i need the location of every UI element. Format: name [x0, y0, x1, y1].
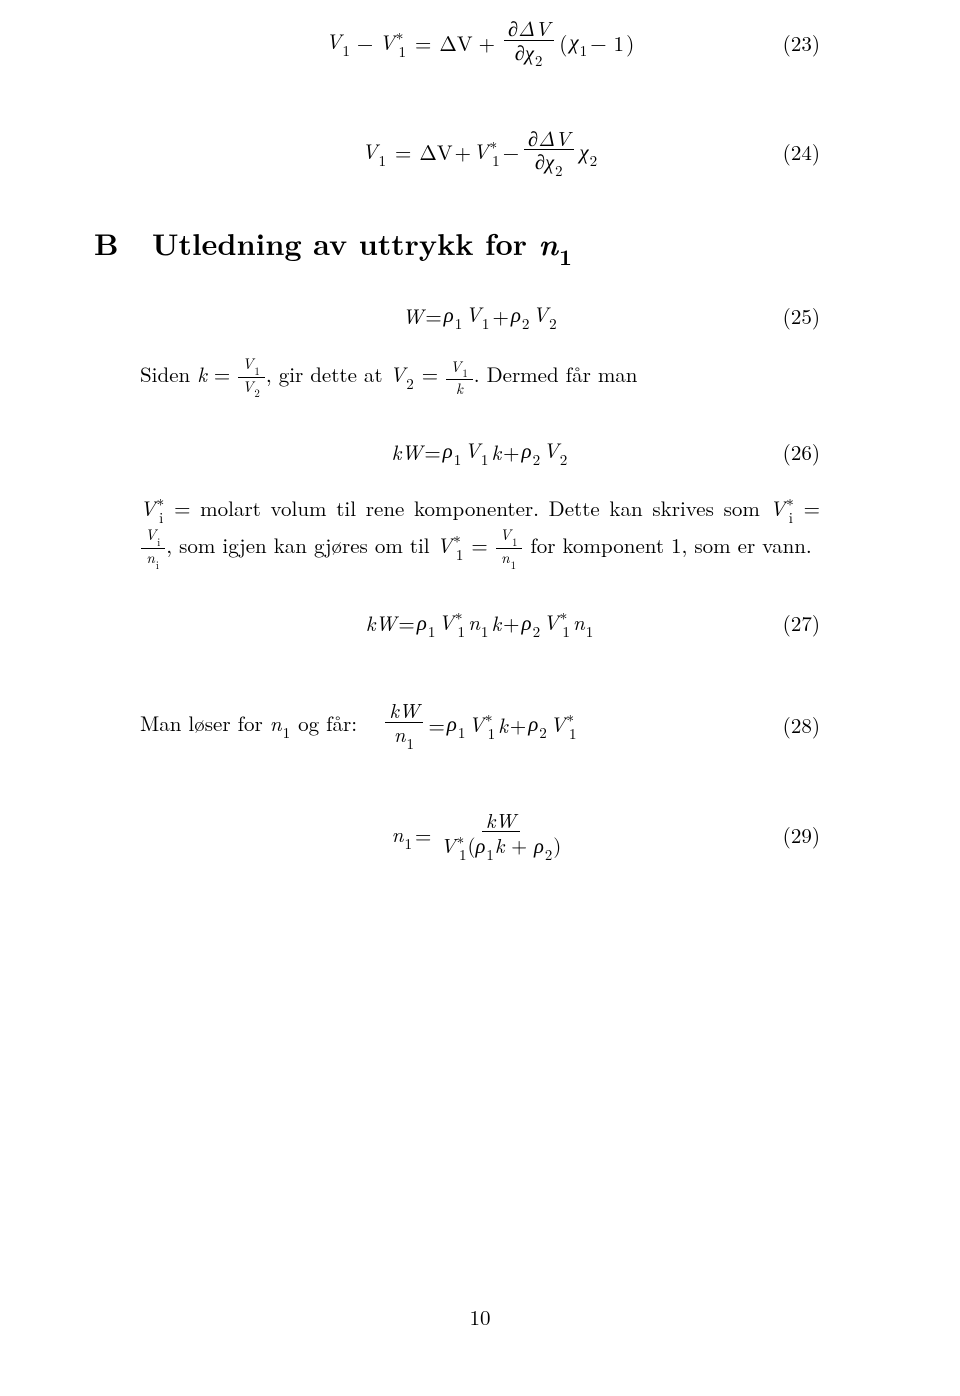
- inline-fraction: V1V2: [238, 356, 265, 399]
- equation-29-body: n1 = kW V∗1(ρ1k + ρ2): [392, 810, 569, 861]
- paragraph-molar-volume: V∗i = molart volum til rene komponenter.…: [140, 492, 820, 570]
- equation-28: kW n1 = ρ1 V∗1 k + ρ2 V∗1 (28): [140, 700, 820, 750]
- inline-fraction: V1n1: [496, 527, 523, 570]
- equation-number: (28): [783, 710, 820, 740]
- fraction: kW V∗1(ρ1k + ρ2): [436, 810, 565, 861]
- equation-26: kW = ρ1 V1 k + ρ2 V2 (26): [140, 435, 820, 468]
- equation-number: (29): [783, 820, 820, 850]
- section-heading: B Utledning av uttrykk for n1: [94, 221, 820, 269]
- equation-28-row: Man løser for n1 og får: kW n1 = ρ1 V∗1 …: [140, 700, 820, 750]
- fraction: ∂ΔV ∂χ2: [504, 18, 554, 68]
- equation-number: (25): [783, 301, 820, 331]
- equation-23: V1 − V∗1 = ΔV + ∂ΔV ∂χ2 ( χ1 − 1 ) (23): [140, 18, 820, 68]
- equation-number: (24): [783, 137, 820, 167]
- equation-25: W = ρ1 V1 + ρ2 V2 (25): [140, 299, 820, 332]
- equation-28-body: kW n1 = ρ1 V∗1 k + ρ2 V∗1: [382, 700, 577, 750]
- equation-27: kW = ρ1 V∗1 n1 k + ρ2 V∗1 n1 (27): [140, 606, 820, 640]
- section-label: B: [94, 221, 128, 264]
- fraction: ∂ΔV ∂χ2: [524, 128, 574, 178]
- equation-29: n1 = kW V∗1(ρ1k + ρ2) (29): [140, 810, 820, 861]
- equation-23-body: V1 − V∗1 = ΔV + ∂ΔV ∂χ2 ( χ1 − 1 ): [326, 18, 634, 68]
- equation-27-body: kW = ρ1 V∗1 n1 k + ρ2 V∗1 n1: [366, 606, 595, 640]
- inline-fraction: V1k: [446, 359, 473, 397]
- section-title: Utledning av uttrykk for n1: [152, 221, 573, 269]
- equation-25-body: W = ρ1 V1 + ρ2 V2: [402, 299, 557, 332]
- page: V1 − V∗1 = ΔV + ∂ΔV ∂χ2 ( χ1 − 1 ) (23) …: [0, 0, 960, 1396]
- fraction: kW n1: [385, 700, 423, 750]
- equation-24: V1 = ΔV + V∗1 − ∂ΔV ∂χ2 χ2 (24): [140, 128, 820, 178]
- inline-fraction: Vini: [141, 527, 165, 570]
- equation-number: (27): [783, 608, 820, 638]
- paragraph-since-k: Siden k = V1V2, gir dette at V2 = V1k. D…: [140, 356, 820, 399]
- equation-number: (23): [783, 28, 820, 58]
- equation-24-body: V1 = ΔV + V∗1 − ∂ΔV ∂χ2 χ2: [362, 128, 598, 178]
- equation-26-body: kW = ρ1 V1 k + ρ2 V2: [392, 435, 569, 468]
- page-number: 10: [0, 1302, 960, 1332]
- equation-number: (26): [783, 437, 820, 467]
